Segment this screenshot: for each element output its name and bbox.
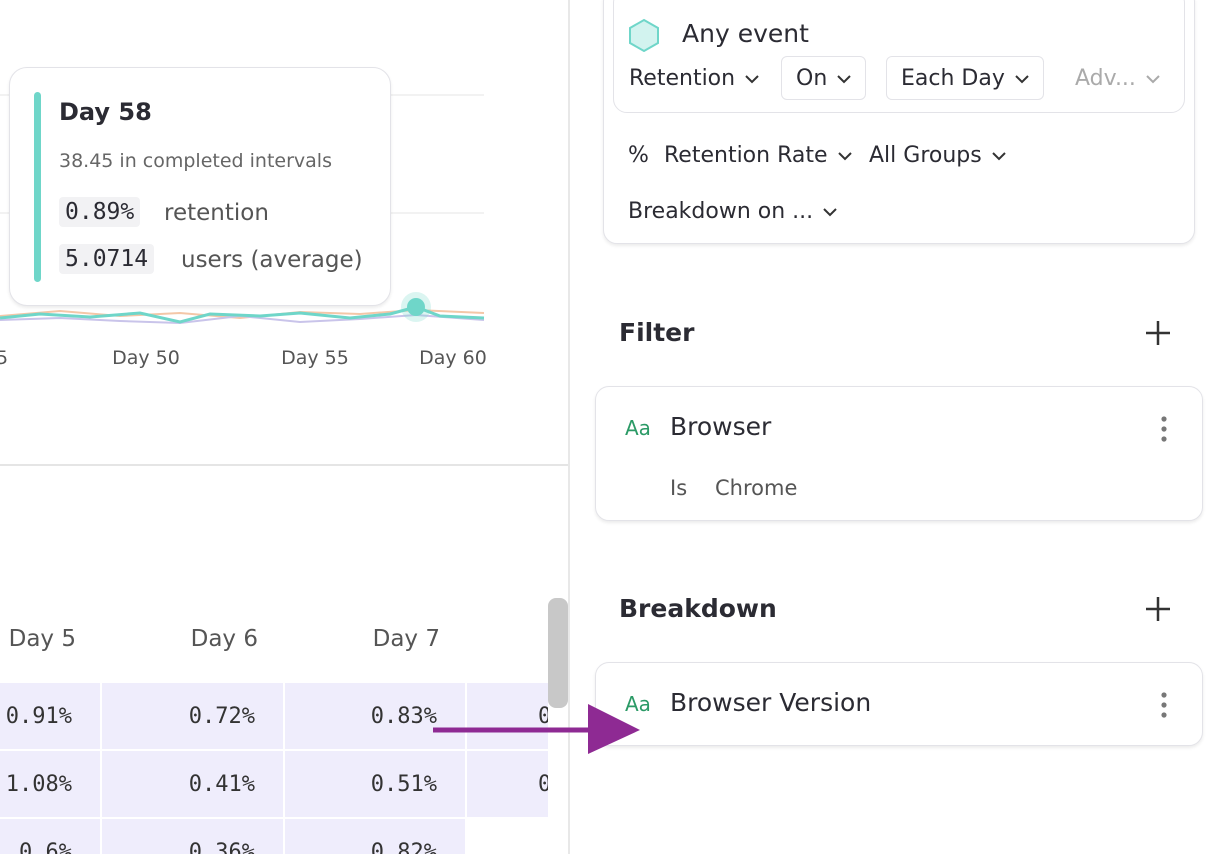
chevron <box>992 151 1006 160</box>
tooltip: Day 58 38.45 in completed intervals 0.89… <box>9 67 391 306</box>
dropdown[interactable]: All Groups <box>869 143 1006 168</box>
table-cell: 0.6% <box>0 819 100 854</box>
tooltip-value: 0.89% <box>59 197 141 227</box>
dropdown[interactable]: Retention <box>614 56 774 100</box>
table-cell: 0.91% <box>0 683 100 749</box>
table-cell: 0.82% <box>285 819 465 854</box>
add-button[interactable] <box>1145 320 1171 346</box>
tooltip-label: users (average) <box>181 247 363 273</box>
operator: Is <box>670 476 688 500</box>
breakdown-card[interactable]: Aa Browser Version <box>595 662 1203 746</box>
measure-symbol: % <box>628 143 649 168</box>
divider <box>0 464 568 466</box>
column-header: Day 5 <box>8 626 76 652</box>
panel-divider <box>568 0 570 854</box>
event-box: Any event Retention On Each Day Adv... <box>613 0 1185 113</box>
table-cell: 0.51% <box>285 751 465 817</box>
dropdown[interactable]: Each Day <box>886 56 1044 100</box>
add-button[interactable] <box>1145 596 1171 622</box>
table-cell: 0.41% <box>102 751 283 817</box>
dropdown[interactable]: Retention Rate <box>664 143 852 168</box>
chevron <box>745 74 759 83</box>
hover-point <box>407 298 425 316</box>
table: Day 5 Day 6 Day 7 0.91% 0.72% 0.83% 0 1.08% 0… <box>0 600 548 854</box>
chevron <box>1146 74 1160 83</box>
dropdown-label: Retention Rate <box>664 143 828 168</box>
table-cell: 0.36% <box>102 819 283 854</box>
tooltip-subtitle: 38.45 in completed intervals <box>59 150 332 172</box>
dropdown[interactable]: Adv... <box>1060 56 1175 100</box>
x-tick-label: Day 55 <box>281 347 349 369</box>
section-title: Breakdown <box>619 594 777 623</box>
dropdown-label: On <box>796 66 828 91</box>
property: Browser <box>670 412 772 441</box>
chart-area: 5 Day 50 Day 55 Day 60 <box>0 94 487 369</box>
annotation-arrow <box>433 704 640 754</box>
kebab-menu[interactable] <box>1160 415 1168 443</box>
chevron <box>823 207 837 216</box>
x-tick-label: Day 60 <box>419 347 487 369</box>
chevron <box>837 74 851 83</box>
filter-card[interactable]: Aa Browser Is Chrome <box>595 386 1203 521</box>
table-cell: 0.83% <box>285 683 465 749</box>
dropdown-label: Retention <box>629 66 736 91</box>
kebab-menu[interactable] <box>1160 691 1168 719</box>
tooltip-accent <box>34 92 41 282</box>
event-name[interactable]: Any event <box>682 19 809 48</box>
property: Browser Version <box>670 688 872 717</box>
table-cell: 0 <box>467 751 548 817</box>
chevron <box>1015 74 1029 83</box>
type-icon: Aa <box>625 692 651 716</box>
dropdown[interactable]: On <box>781 56 867 100</box>
tooltip-title: Day 58 <box>59 98 152 126</box>
filter-value[interactable]: Chrome <box>715 476 798 500</box>
x-tick-label: 5 <box>0 347 8 369</box>
scrollbar-thumb[interactable] <box>548 598 568 708</box>
tooltip-value: 5.0714 <box>59 244 155 274</box>
column-header: Day 6 <box>190 626 258 652</box>
column-header: Day 7 <box>372 626 440 652</box>
type-icon: Aa <box>625 416 651 440</box>
tooltip-label: retention <box>164 200 269 226</box>
dropdown-label: Breakdown on ... <box>628 199 814 224</box>
dropdown-label: Adv... <box>1075 66 1136 91</box>
table-cell: 0 <box>467 683 548 749</box>
x-tick-label: Day 50 <box>112 347 180 369</box>
table-cell: 1.08% <box>0 751 100 817</box>
event-icon <box>629 18 659 52</box>
dropdown-label: All Groups <box>869 143 982 168</box>
table-cell: 0.72% <box>102 683 283 749</box>
chevron <box>837 151 852 160</box>
dropdown-label: Each Day <box>901 66 1005 91</box>
query-card: Any event Retention On Each Day Adv... %… <box>603 0 1195 244</box>
dropdown[interactable]: Breakdown on ... <box>628 199 837 224</box>
section-title: Filter <box>619 318 695 347</box>
